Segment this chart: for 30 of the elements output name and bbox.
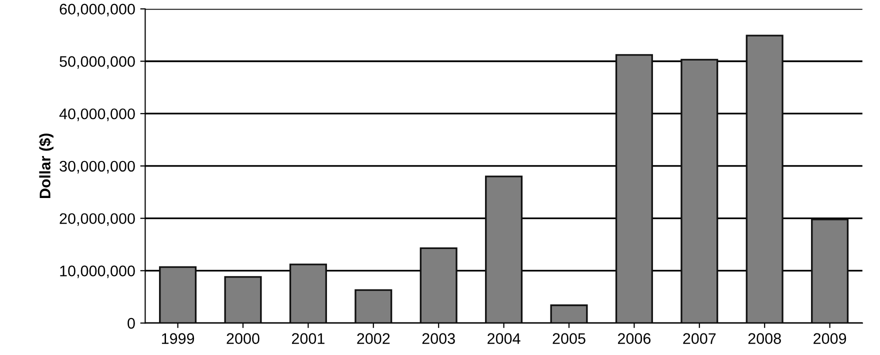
x-tick-label: 2006 bbox=[618, 333, 651, 344]
y-axis-title: Dollar ($) bbox=[38, 134, 54, 198]
bar bbox=[680, 58, 718, 324]
y-tick-label: 10,000,000 bbox=[60, 266, 135, 278]
y-tick-label: 40,000,000 bbox=[59, 108, 135, 122]
bar bbox=[289, 264, 327, 324]
x-tick-label: 2001 bbox=[292, 333, 324, 344]
x-tick-label: 2004 bbox=[488, 333, 520, 344]
y-tick-label: 60,000,000 bbox=[60, 4, 135, 16]
x-tick-label: 2003 bbox=[422, 333, 455, 344]
bar bbox=[224, 276, 262, 324]
y-tick-label: 30,000,000 bbox=[60, 160, 135, 174]
x-tick-label: 2008 bbox=[748, 333, 781, 344]
x-tick-label: 2002 bbox=[357, 333, 390, 344]
y-tick-label: 50,000,000 bbox=[60, 56, 135, 69]
x-tick-label: 2007 bbox=[683, 333, 716, 344]
bar bbox=[615, 54, 653, 324]
bar bbox=[746, 34, 784, 324]
y-tick-label: 0 bbox=[128, 318, 135, 329]
x-tick-label: 2000 bbox=[226, 333, 260, 344]
bar bbox=[159, 266, 197, 324]
bar bbox=[485, 176, 523, 324]
bar bbox=[550, 304, 588, 324]
bar bbox=[420, 247, 458, 324]
y-tick-label: 20,000,000 bbox=[60, 213, 135, 226]
bar bbox=[354, 289, 392, 324]
x-tick-label: 2009 bbox=[814, 333, 846, 344]
x-tick-label: 1999 bbox=[162, 333, 194, 344]
bar bbox=[811, 218, 849, 324]
x-tick-label: 2005 bbox=[552, 333, 586, 344]
